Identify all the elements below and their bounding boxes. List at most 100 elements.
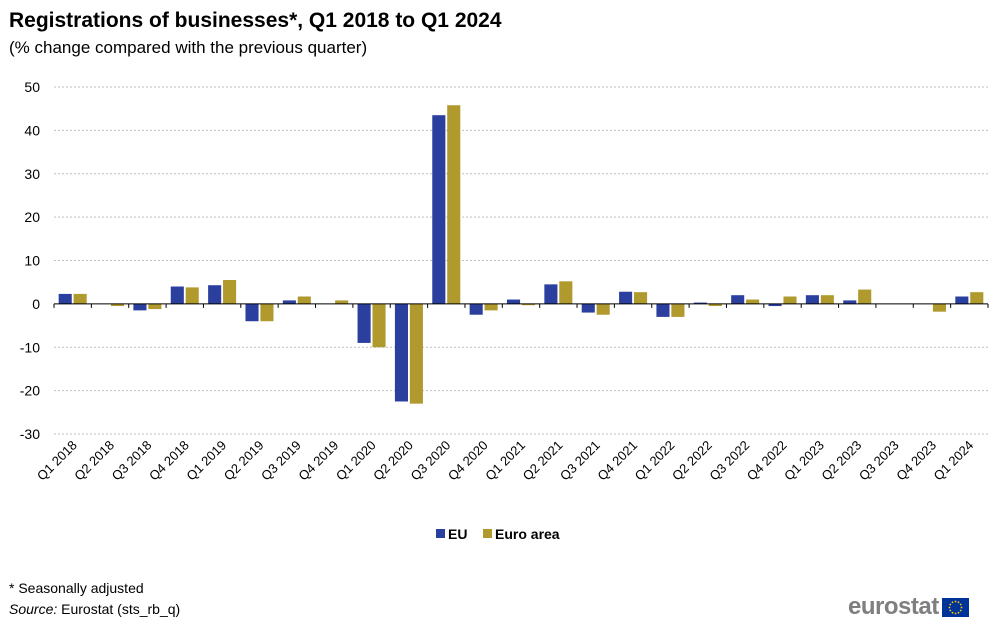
bar-eu — [208, 285, 222, 304]
x-tick-label: Q3 2021 — [557, 438, 603, 484]
bar-eu — [245, 303, 259, 322]
x-tick-label: Q4 2023 — [893, 438, 939, 484]
x-tick-label: Q4 2018 — [146, 438, 192, 484]
x-tick-label: Q3 2019 — [258, 438, 304, 484]
x-tick-label: Q4 2022 — [744, 438, 790, 484]
x-tick-label: Q4 2019 — [295, 438, 341, 484]
bar-eu — [619, 291, 633, 304]
flag-star — [957, 611, 960, 614]
source-text: Eurostat (sts_rb_q) — [57, 601, 181, 617]
x-tick-label: Q1 2022 — [632, 438, 678, 484]
x-tick-label: Q3 2022 — [706, 438, 752, 484]
logo-wordmark: eurostat — [848, 593, 939, 620]
bar-euro-area — [110, 303, 125, 307]
bar-eu — [693, 302, 707, 304]
bar-euro-area — [260, 303, 274, 322]
y-tick-label: -20 — [20, 383, 40, 399]
flag-star — [954, 612, 957, 614]
bar-eu — [133, 303, 147, 311]
bar-euro-area — [671, 303, 685, 317]
bar-euro-area — [634, 292, 648, 304]
bar-euro-area — [409, 303, 423, 404]
flag-star — [949, 603, 951, 605]
x-tick-label: Q2 2023 — [818, 438, 864, 484]
bar-eu — [469, 303, 483, 315]
y-tick-label: 30 — [24, 166, 40, 182]
legend-label-eu: EU — [448, 526, 467, 542]
bar-euro-area — [148, 303, 162, 310]
bar-eu — [170, 286, 184, 304]
x-tick-label: Q2 2022 — [669, 438, 715, 484]
x-tick-label: Q2 2018 — [71, 438, 117, 484]
bar-euro-area — [746, 299, 760, 304]
bar-euro-area — [484, 303, 498, 311]
y-axis-ticks: 50 40 30 20 10 0 -10 -20 -30 — [20, 79, 40, 442]
source-line: Source: Eurostat (sts_rb_q) — [9, 601, 180, 617]
chart-title: Registrations of businesses*, Q1 2018 to… — [9, 9, 502, 32]
bar-eu — [805, 295, 819, 304]
flag-star — [949, 609, 951, 611]
bar-euro-area — [447, 105, 461, 304]
bar-euro-area — [185, 287, 199, 304]
x-tick-label: Q4 2021 — [594, 438, 640, 484]
y-tick-label: -10 — [20, 339, 40, 355]
x-tick-label: Q1 2020 — [333, 438, 379, 484]
chart-subtitle: (% change compared with the previous qua… — [9, 38, 368, 57]
bar-eu — [955, 296, 969, 304]
gridlines — [54, 86, 988, 435]
flag-star — [959, 603, 962, 605]
bar-euro-area — [73, 293, 87, 304]
x-tick-label: Q1 2018 — [34, 438, 80, 484]
flag-star — [951, 600, 954, 603]
bar-eu — [506, 299, 521, 304]
footnote: * Seasonally adjusted — [9, 580, 144, 596]
bar-euro-area — [559, 281, 573, 304]
y-tick-label: 10 — [24, 253, 40, 269]
bar-eu — [432, 115, 446, 304]
eu-flag-icon — [941, 597, 969, 617]
bar-euro-area — [223, 280, 237, 304]
x-tick-label: Q1 2024 — [931, 438, 977, 484]
x-tick-label: Q1 2019 — [183, 438, 229, 484]
bar-euro-area — [521, 303, 536, 306]
flag-star — [959, 609, 962, 611]
x-tick-label: Q1 2021 — [482, 438, 528, 484]
x-tick-label: Q2 2019 — [221, 438, 267, 484]
bar-eu — [58, 293, 72, 304]
bar-eu — [768, 303, 782, 307]
flag-star — [960, 606, 963, 608]
flag-star — [957, 600, 960, 603]
y-tick-label: 20 — [24, 209, 40, 225]
bars — [53, 105, 989, 404]
bar-eu — [843, 300, 857, 304]
x-tick-label: Q3 2023 — [856, 438, 902, 484]
bar-euro-area — [858, 289, 872, 304]
bar-euro-area — [297, 296, 311, 304]
legend: EU Euro area — [436, 526, 560, 542]
x-tick-label: Q4 2020 — [445, 438, 491, 484]
flag-star — [951, 611, 954, 614]
y-tick-label: 40 — [24, 122, 40, 138]
x-tick-label: Q3 2020 — [408, 438, 454, 484]
bar-euro-area — [783, 296, 797, 304]
legend-label-euro-area: Euro area — [495, 526, 560, 542]
source-label: Source: — [9, 601, 58, 617]
bar-euro-area — [932, 303, 946, 312]
bar-euro-area — [820, 295, 834, 304]
bar-euro-area — [596, 303, 610, 315]
bar-euro-area — [970, 292, 984, 304]
bar-eu — [544, 284, 558, 304]
legend-swatch-euro-area — [483, 529, 492, 538]
bar-eu — [357, 303, 371, 343]
x-tick-label: Q2 2020 — [370, 438, 416, 484]
bar-euro-area — [708, 303, 722, 307]
eurostat-logo: eurostat — [848, 593, 969, 620]
flag-star — [954, 600, 957, 602]
flag-star — [948, 606, 951, 608]
x-tick-label: Q3 2018 — [109, 438, 155, 484]
bar-euro-area — [372, 303, 386, 348]
bar-eu — [282, 300, 296, 304]
bar-eu — [656, 303, 670, 317]
y-tick-label: -30 — [20, 426, 40, 442]
